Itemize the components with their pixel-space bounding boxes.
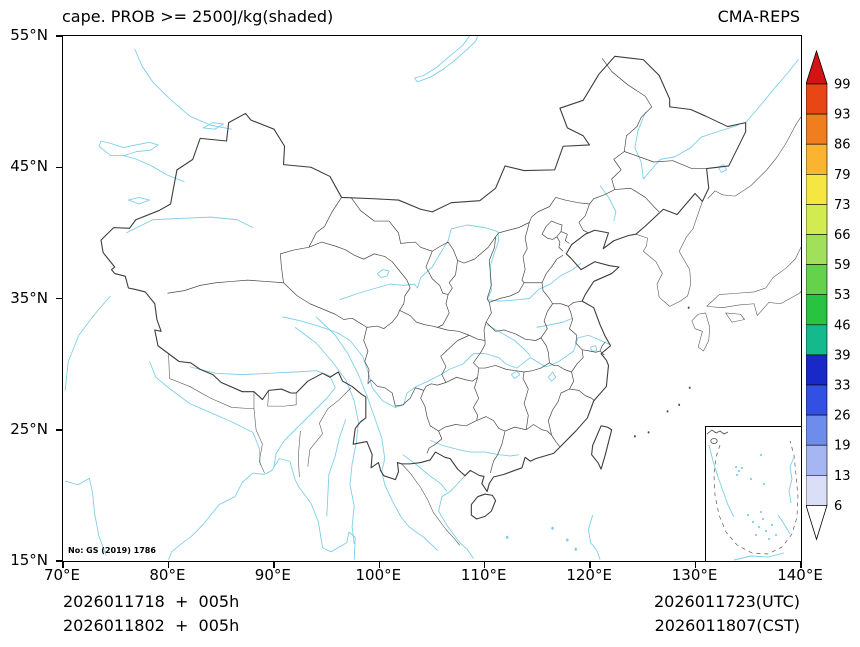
- china-map: [63, 36, 801, 561]
- colorbar-tick-label: 33: [834, 379, 851, 394]
- x-tick-label: 140°E: [777, 566, 823, 584]
- page-title: cape. PROB >= 2500J/kg(shaded): [62, 7, 334, 26]
- colorbar-tick-label: 19: [834, 439, 851, 454]
- y-tick-mark: [56, 560, 62, 562]
- map-plot-area: No: GS (2019) 1786: [56, 35, 802, 568]
- colorbar-tick-label: 79: [834, 168, 851, 183]
- colorbar-tick-label: 53: [834, 288, 851, 303]
- y-tick-mark: [56, 297, 62, 300]
- x-tick-mark: [694, 562, 697, 568]
- colorbar-tick-label: 26: [834, 409, 851, 424]
- colorbar-tick-label: 66: [834, 228, 851, 243]
- y-axis-labels: 55°N 45°N 35°N 25°N 15°N: [0, 26, 56, 569]
- y-tick-label: 25°N: [10, 419, 48, 438]
- x-tick-mark: [62, 562, 64, 568]
- rivers-lakes: [65, 36, 798, 560]
- y-tick-label: 15°N: [10, 551, 48, 569]
- x-tick-label: 120°E: [566, 566, 612, 584]
- y-tick-label: 35°N: [10, 288, 48, 307]
- colorbar-tick-label: 6: [834, 499, 842, 514]
- x-tick-label: 130°E: [671, 566, 718, 584]
- x-axis-labels: 70°E 80°E 90°E 100°E 110°E 120°E 130°E 140°E: [44, 566, 823, 586]
- neighbour-coasts: [633, 116, 801, 438]
- map-license-note: No: GS (2019) 1786: [68, 546, 156, 555]
- x-tick-mark: [589, 562, 591, 568]
- x-tick-label: 80°E: [149, 566, 186, 584]
- x-tick-label: 70°E: [43, 566, 81, 584]
- colorbar-tick-label: 46: [834, 318, 851, 333]
- colorbar-tick-label: 99: [834, 78, 851, 93]
- x-tick-mark: [273, 562, 275, 568]
- colorbar-tick-label: 93: [834, 108, 851, 123]
- y-tick-mark: [56, 166, 62, 168]
- colorbar-tick-label: 86: [834, 138, 851, 153]
- y-tick-mark: [56, 35, 62, 37]
- y-tick-label: 45°N: [10, 157, 48, 176]
- colorbar-tick-label: 13: [834, 469, 851, 484]
- foreign-borders: [169, 354, 460, 546]
- x-tick-label: 90°E: [254, 566, 291, 584]
- x-tick-label: 100°E: [355, 566, 402, 584]
- footer-init-utc: 2026011718 + 005h: [63, 592, 240, 611]
- x-tick-label: 110°E: [460, 566, 507, 584]
- y-tick-mark: [56, 429, 62, 431]
- model-name: CMA-REPS: [717, 7, 800, 26]
- footer-valid-cst: 2026011807(CST): [654, 616, 800, 635]
- south-china-sea-inset: [705, 426, 801, 561]
- colorbar-svg: 99 93 86 79 73 66 59 53 46 39 33 26 19 13 6: [805, 49, 851, 541]
- footer-valid-utc: 2026011723(UTC): [654, 592, 800, 611]
- x-tick-mark: [483, 562, 486, 568]
- inset-map: [706, 429, 799, 561]
- x-tick-mark: [800, 562, 802, 568]
- province-boundaries: [167, 58, 707, 473]
- x-tick-mark: [378, 562, 381, 568]
- footer-init-cst: 2026011802 + 005h: [63, 616, 240, 635]
- colorbar-tick-label: 59: [834, 258, 851, 273]
- china-national-border: [101, 56, 746, 519]
- y-tick-label: 55°N: [10, 26, 48, 44]
- colorbar-tick-label: 39: [834, 348, 851, 363]
- colorbar-tick-label: 73: [834, 198, 851, 213]
- x-tick-mark: [167, 562, 170, 568]
- colorbar: 99 93 86 79 73 66 59 53 46 39 33 26 19 13 6: [805, 49, 860, 546]
